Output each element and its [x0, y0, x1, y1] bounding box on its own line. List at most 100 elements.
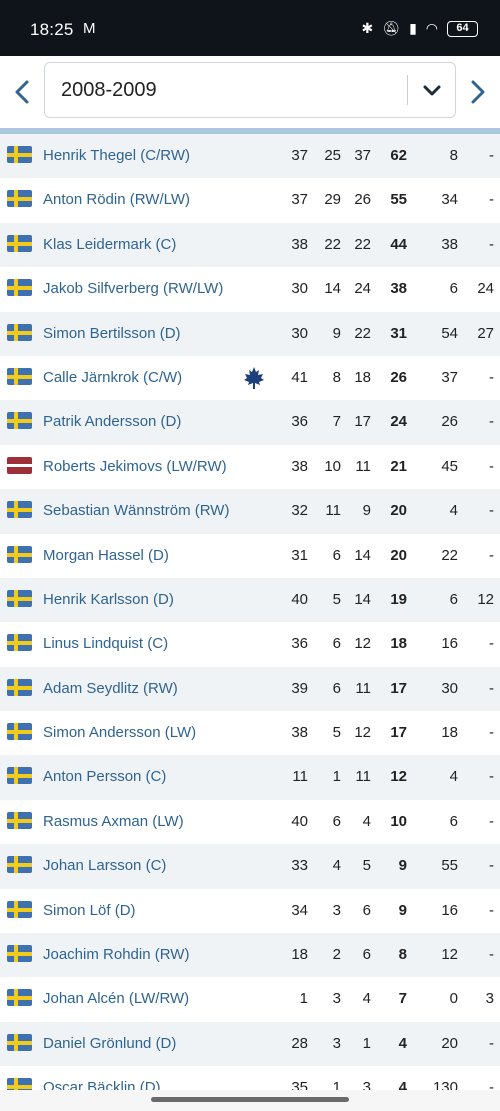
player-name-link[interactable]: Henrik Karlsson (D): [43, 590, 174, 608]
table-row[interactable]: Linus Lindquist (C) 36 6 12 18 16 -: [0, 622, 500, 667]
table-row[interactable]: Jakob Silfverberg (RW/LW) 30 14 24 38 6 24: [0, 267, 500, 312]
table-row[interactable]: Klas Leidermark (C) 38 22 22 44 38 -: [0, 222, 500, 268]
sweden-flag-icon: [7, 146, 32, 163]
table-row[interactable]: Roberts Jekimovs (LW/RW) 38 10 11 21 45 -: [0, 444, 500, 490]
home-indicator[interactable]: [151, 1097, 349, 1102]
goals-cell: 4: [332, 857, 341, 875]
table-row[interactable]: Simon Andersson (LW) 38 5 12 17 18 -: [0, 711, 500, 756]
total-points-cell: 21: [390, 457, 407, 475]
table-row[interactable]: Simon Bertilsson (D) 30 9 22 31 54 27: [0, 311, 500, 356]
select-divider: [407, 75, 408, 105]
season-value: 2008-2009: [61, 79, 157, 101]
penalty-minutes-cell: 38: [441, 235, 458, 253]
season-select[interactable]: 2008-2009: [44, 62, 456, 118]
games-played-cell: 41: [291, 368, 308, 386]
maple-leaf-icon[interactable]: [242, 366, 266, 390]
player-name-link[interactable]: Simon Bertilsson (D): [43, 324, 181, 342]
table-row[interactable]: Daniel Grönlund (D) 28 3 1 4 20 -: [0, 1021, 500, 1067]
season-bar: 2008-2009: [0, 56, 500, 126]
player-name-link[interactable]: Johan Alcén (LW/RW): [43, 990, 190, 1008]
assists-cell: 22: [354, 324, 371, 342]
total-points-cell: 9: [398, 901, 407, 919]
table-row[interactable]: Morgan Hassel (D) 31 6 14 20 22 -: [0, 533, 500, 578]
assists-cell: 1: [362, 1034, 371, 1052]
table-row[interactable]: Johan Larsson (C) 33 4 5 9 55 -: [0, 844, 500, 889]
player-name-link[interactable]: Sebastian Wännström (RW): [43, 502, 230, 520]
player-name-link[interactable]: Joachim Rohdin (RW): [43, 946, 190, 964]
plus-minus-cell: 24: [477, 280, 494, 298]
table-row[interactable]: Adam Seydlitz (RW) 39 6 11 17 30 -: [0, 666, 500, 712]
player-name-link[interactable]: Johan Larsson (C): [43, 857, 167, 875]
mail-icon: M: [83, 20, 96, 37]
sweden-flag-icon: [7, 811, 32, 829]
games-played-cell: 30: [291, 280, 308, 298]
player-name-link[interactable]: Anton Rödin (RW/LW): [43, 191, 190, 209]
player-name-link[interactable]: Calle Järnkrok (C/W): [43, 368, 183, 386]
sweden-flag-icon: [7, 589, 32, 607]
player-name-link[interactable]: Simon Löf (D): [43, 901, 136, 919]
goals-cell: 6: [332, 812, 341, 830]
table-row[interactable]: Patrik Andersson (D) 36 7 17 24 26 -: [0, 400, 500, 445]
table-row[interactable]: Rasmus Axman (LW) 40 6 4 10 6 -: [0, 799, 500, 845]
table-row[interactable]: Oscar Bäcklin (D) 35 1 3 4 130 -: [0, 1066, 500, 1090]
total-points-cell: 9: [398, 857, 407, 875]
sweden-flag-icon: [7, 945, 32, 963]
sweden-flag-icon: [7, 989, 32, 1007]
plus-minus-cell: -: [489, 724, 494, 742]
plus-minus-cell: 12: [477, 590, 494, 608]
penalty-minutes-cell: 130: [432, 1079, 458, 1090]
status-icons: ✱ 🔕︎ ▮ ◠ 64: [362, 20, 478, 37]
goals-cell: 11: [325, 502, 341, 520]
goals-cell: 5: [332, 724, 341, 742]
table-row[interactable]: Anton Persson (C) 11 1 11 12 4-: [0, 755, 500, 800]
player-name-link[interactable]: Rasmus Axman (LW): [43, 812, 184, 830]
table-row[interactable]: Simon Löf (D) 34 3 6 9 16 -: [0, 888, 500, 934]
player-name-link[interactable]: Adam Seydlitz (RW): [43, 679, 178, 697]
player-name-link[interactable]: Simon Andersson (LW): [43, 724, 197, 742]
previous-season-button[interactable]: [10, 76, 34, 108]
games-played-cell: 11: [292, 768, 308, 786]
assists-cell: 6: [362, 901, 371, 919]
games-played-cell: 1: [299, 990, 308, 1008]
goals-cell: 5: [332, 590, 341, 608]
sweden-flag-icon: [7, 367, 32, 385]
player-name-link[interactable]: Anton Persson (C): [43, 768, 167, 786]
table-row[interactable]: Johan Alcén (LW/RW) 1 3 4 7 0 3: [0, 977, 500, 1022]
player-name-link[interactable]: Roberts Jekimovs (LW/RW): [43, 457, 227, 475]
player-name-link[interactable]: Oscar Bäcklin (D): [43, 1079, 161, 1090]
player-name-link[interactable]: Klas Leidermark (C): [43, 235, 177, 253]
assists-cell: 11: [355, 768, 371, 786]
table-row[interactable]: Sebastian Wännström (RW) 32 11 9 20 4 -: [0, 489, 500, 534]
player-name-link[interactable]: Patrik Andersson (D): [43, 413, 182, 431]
player-name-link[interactable]: Linus Lindquist (C): [43, 635, 169, 653]
sweden-flag-icon: [7, 634, 32, 652]
player-name-link[interactable]: Henrik Thegel (C/RW): [43, 147, 190, 164]
total-points-cell: 26: [390, 368, 407, 386]
penalty-minutes-cell: 18: [441, 724, 458, 742]
table-row[interactable]: Henrik Karlsson (D) 40 5 14 19 6 12: [0, 577, 500, 623]
table-row[interactable]: Joachim Rohdin (RW) 18 2 6 8 12 -: [0, 933, 500, 978]
sweden-flag-icon: [7, 190, 32, 208]
total-points-cell: 7: [398, 990, 407, 1008]
games-played-cell: 34: [291, 901, 308, 919]
player-name-link[interactable]: Morgan Hassel (D): [43, 546, 169, 564]
next-season-button[interactable]: [466, 76, 490, 108]
player-name-link[interactable]: Daniel Grönlund (D): [43, 1034, 177, 1052]
goals-cell: 9: [332, 324, 341, 342]
plus-minus-cell: -: [489, 679, 494, 697]
total-points-cell: 38: [390, 280, 407, 298]
plus-minus-cell: -: [489, 812, 494, 830]
assists-cell: 22: [354, 235, 371, 253]
table-row[interactable]: Calle Järnkrok (C/W) 41 8 18 26 37 -: [0, 355, 500, 401]
penalty-minutes-cell: 16: [441, 635, 458, 653]
goals-cell: 25: [324, 147, 341, 164]
table-row[interactable]: Anton Rödin (RW/LW) 37 29 26 55 34 -: [0, 178, 500, 223]
penalty-minutes-cell: 30: [441, 679, 458, 697]
player-name-link[interactable]: Jakob Silfverberg (RW/LW): [43, 280, 224, 298]
signal-icon: ▮: [409, 20, 417, 36]
chevron-down-icon[interactable]: [421, 81, 443, 101]
plus-minus-cell: -: [489, 191, 494, 209]
plus-minus-cell: -: [489, 768, 494, 786]
sweden-flag-icon: [7, 412, 32, 430]
table-row[interactable]: Henrik Thegel (C/RW) 37 25 37 62 8 -: [0, 134, 500, 179]
